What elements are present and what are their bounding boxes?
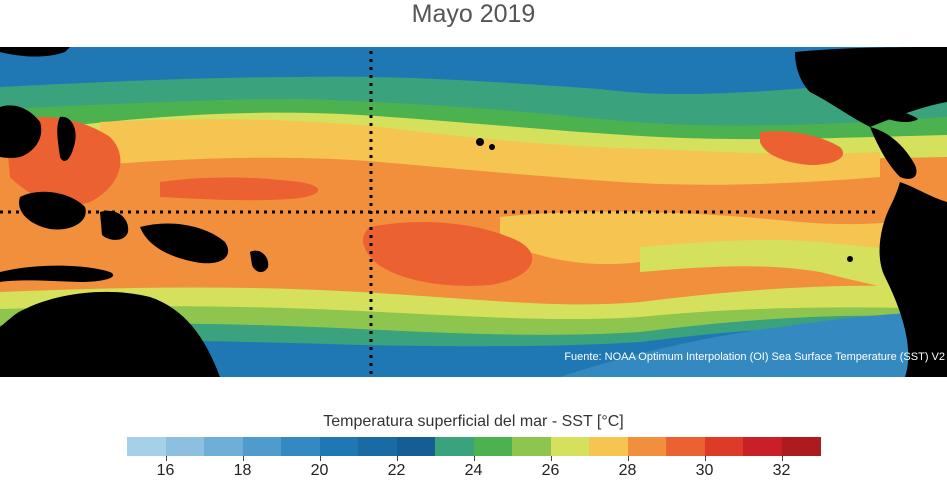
cold-tongue-27 <box>640 239 947 297</box>
hawaii-2 <box>489 144 495 150</box>
central-america <box>870 127 917 179</box>
colorbar-swatch <box>743 437 782 456</box>
colorbar-swatch <box>473 437 513 456</box>
colorbar-tick-mark <box>704 456 706 461</box>
colorbar-swatch <box>127 437 166 456</box>
colorbar-tick-label: 26 <box>541 462 560 479</box>
colorbar-tick-label: 30 <box>695 462 714 479</box>
solomon-islands <box>250 250 269 273</box>
sst-field <box>0 47 947 377</box>
colorbar-swatch <box>781 437 821 456</box>
band-southeast-21 <box>560 312 947 377</box>
australia <box>0 291 220 377</box>
philippines <box>57 116 76 162</box>
colorbar-tick-mark <box>396 456 398 461</box>
colorbar-tick-label: 18 <box>233 462 252 479</box>
colorbar-swatch <box>358 437 397 456</box>
band-north-28 <box>100 119 880 185</box>
borneo <box>19 191 86 230</box>
colorbar-tick-mark <box>319 456 321 461</box>
data-source-note: Fuente: NOAA Optimum Interpolation (OI) … <box>564 351 945 363</box>
colorbar-swatch <box>319 437 359 456</box>
cuba <box>880 110 918 122</box>
sulawesi <box>100 210 129 240</box>
colorbar-tick-label: 28 <box>618 462 637 479</box>
colorbar-tick-label: 16 <box>156 462 175 479</box>
hawaii <box>476 138 484 146</box>
colorbar-tick-mark <box>781 456 783 461</box>
colorbar-swatch <box>666 437 705 456</box>
colorbar-tick-label: 32 <box>772 462 791 479</box>
sst-map <box>0 47 947 377</box>
colorbar-swatch <box>627 437 667 456</box>
colorbar-tick-mark <box>550 456 552 461</box>
colorbar-tick-mark <box>627 456 629 461</box>
lesser-sunda <box>0 265 114 282</box>
north-america <box>795 47 947 127</box>
colorbar-tick-mark <box>242 456 244 461</box>
colorbar-swatch <box>396 437 436 456</box>
colorbar-swatch <box>204 437 243 456</box>
galapagos <box>847 256 853 262</box>
band-north-20 <box>0 47 947 110</box>
colorbar-swatch <box>512 437 551 456</box>
warm-spot-east <box>760 131 844 165</box>
colorbar-swatch <box>589 437 628 456</box>
map-title: Mayo 2019 <box>411 0 536 28</box>
warm-spot-central <box>363 222 533 286</box>
colorbar-swatch <box>281 437 320 456</box>
colorbar-swatch <box>550 437 590 456</box>
colorbar-swatch <box>435 437 474 456</box>
colorbar-swatch <box>165 437 205 456</box>
asia-north-land <box>0 47 70 57</box>
warm-streak-north <box>160 177 319 201</box>
colorbar-tick-label: 22 <box>387 462 406 479</box>
colorbar-tick-mark <box>473 456 475 461</box>
colorbar-tick-label: 20 <box>310 462 329 479</box>
new-guinea <box>140 223 229 264</box>
colorbar-tick-mark <box>165 456 167 461</box>
asia-mainland <box>0 105 42 158</box>
colorbar-tick-label: 24 <box>464 462 483 479</box>
colorbar-swatch <box>242 437 282 456</box>
colorbar-label: Temperatura superficial del mar - SST [°… <box>323 413 624 430</box>
band-north-24 <box>0 76 947 133</box>
colorbar-swatch <box>704 437 744 456</box>
south-america <box>879 182 947 377</box>
colorbar <box>127 437 821 456</box>
